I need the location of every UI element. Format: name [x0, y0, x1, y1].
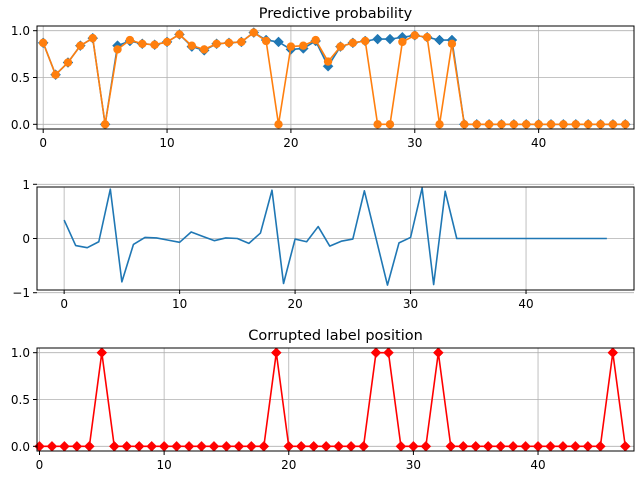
chart-2-x-tick-label: 10: [172, 297, 187, 311]
chart-1-series-2-point: [113, 45, 122, 54]
chart-1-series-2-point: [621, 120, 630, 129]
chart-2-x-tick-label: 20: [287, 297, 302, 311]
chart-3-series-1-point: [383, 347, 394, 359]
chart-1-series-2-point: [200, 45, 209, 54]
chart-1-x-tick-label: 30: [407, 136, 422, 150]
chart-1-series-2-point: [323, 57, 333, 66]
chart-1-x-tick-label: 40: [531, 136, 546, 150]
chart-3-x-tick-label: 40: [530, 458, 545, 472]
chart-1-series-1-point: [384, 33, 396, 45]
chart-3-x-tick-label: 20: [281, 458, 296, 472]
chart-1-series-2-point: [187, 41, 197, 50]
chart-1-series-2-point: [509, 120, 519, 129]
chart-1-series-2-point: [237, 37, 246, 47]
chart-1-series-2-point: [162, 37, 172, 47]
chart-1-x-tick-label: 20: [283, 136, 298, 150]
chart-1-series-2-point: [546, 120, 556, 129]
chart-1-series-2-point: [583, 120, 593, 129]
chart-3-series-1-point: [432, 347, 444, 359]
chart-1-series-2-point: [286, 42, 296, 51]
chart-1-series-2-point: [336, 42, 345, 51]
chart-2-x-tick-label: 0: [60, 297, 68, 311]
chart-3-y-tick-label: 0.0: [11, 440, 30, 454]
chart-3-x-tick-label: 10: [156, 458, 171, 472]
chart-1-series-2-point: [559, 120, 568, 129]
chart-2-y-tick-label: 0: [22, 232, 30, 246]
chart-1-series-1-point: [372, 33, 383, 45]
chart-1-series-2-point: [175, 30, 184, 39]
chart-1-y-tick-label: 1.0: [11, 24, 30, 38]
chart-3-series-1-point: [96, 347, 108, 359]
chart-1: 0 10 20 30 40 0.0 0.5 1.0 Predictive probability: [11, 6, 635, 150]
chart-1-series-2-point: [311, 35, 320, 45]
chart-3-y-tick-label: 1.0: [11, 346, 30, 360]
chart-2-x-tick-label: 30: [403, 297, 418, 311]
chart-1-title: Predictive probability: [259, 6, 413, 22]
chart-1-series-2-point: [138, 39, 147, 48]
chart-1-series-2-point: [125, 35, 135, 45]
chart-1-series-2-point: [608, 120, 618, 129]
chart-1-series-2-point: [571, 120, 580, 129]
chart-1-series-2-point: [76, 41, 85, 50]
chart-1-series-2-point: [484, 120, 494, 129]
chart-1-series-2-point: [522, 120, 531, 129]
chart-3-title: Corrupted label position: [248, 328, 423, 344]
chart-1-series-1-point: [434, 34, 445, 46]
chart-3-x-tick-label: 0: [36, 458, 44, 472]
chart-1-series-2-point: [212, 39, 221, 48]
chart-1-series-2-point: [299, 41, 308, 50]
chart-1-y-tick-label: 0.5: [11, 71, 30, 85]
chart-1-series-2-point: [410, 31, 419, 40]
chart-1-series-2-point: [361, 36, 370, 46]
chart-1-series-2-point: [63, 58, 73, 67]
chart-3-y-tick-label: 0.5: [11, 393, 30, 407]
chart-1-series-2-point: [38, 38, 48, 48]
chart-1-series-2-point: [435, 120, 444, 129]
chart-2-y-tick-label: 1: [22, 178, 30, 192]
chart-1-series-2-point: [51, 70, 60, 79]
chart-1-x-tick-label: 0: [39, 136, 47, 150]
chart-1-series-1-point: [273, 36, 284, 48]
chart-1-series-2-point: [422, 33, 432, 42]
chart-1-series-2-point: [385, 120, 395, 129]
chart-3-x-tick-label: 30: [406, 458, 421, 472]
chart-1-series-2-point: [497, 120, 506, 129]
chart-1-series-2-point: [274, 120, 283, 129]
chart-1-series-2-point: [249, 28, 258, 37]
chart-1-series-2-point: [150, 40, 159, 49]
chart-1-series-2-point: [100, 120, 110, 129]
chart-1-series-2-point: [224, 38, 234, 48]
chart-1-series-2-point: [373, 120, 382, 129]
chart-1-series-2-point: [534, 120, 543, 129]
chart-1-series-2-point: [472, 120, 481, 129]
chart-2: 0 10 20 30 40 −1 0 1: [12, 178, 635, 311]
chart-1-series-2-point: [398, 37, 407, 47]
chart-1-series-2-point: [460, 120, 469, 129]
chart-1-series-2-point: [596, 120, 605, 129]
chart-2-x-tick-label: 40: [518, 297, 533, 311]
chart-1-series-2-point: [261, 36, 271, 46]
chart-2-series-1-line: [63, 187, 607, 286]
chart-3-series-1-point: [607, 347, 619, 359]
chart-3: 0 10 20 30 40 0.0 0.5 1.0 Corrupted label positi…: [11, 328, 635, 472]
chart-3-series-1-point: [370, 347, 382, 359]
chart-2-y-tick-label: −1: [12, 286, 30, 300]
chart-1-series-2-point: [348, 38, 358, 48]
chart-1-x-tick-label: 10: [159, 136, 174, 150]
chart-3-series-1-point: [270, 347, 282, 359]
chart-1-series-2-point: [88, 33, 97, 43]
chart-1-y-tick-label: 0.0: [11, 118, 30, 132]
chart-1-series-2-point: [447, 39, 457, 48]
